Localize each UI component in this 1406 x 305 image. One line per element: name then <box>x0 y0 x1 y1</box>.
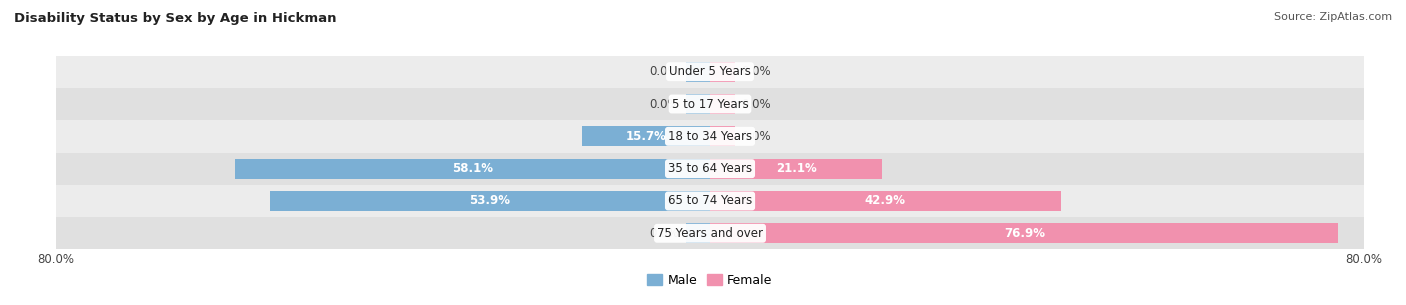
Text: 15.7%: 15.7% <box>626 130 666 143</box>
Text: 0.0%: 0.0% <box>741 130 770 143</box>
Legend: Male, Female: Male, Female <box>648 274 772 287</box>
Text: 53.9%: 53.9% <box>470 195 510 207</box>
Bar <box>710 126 734 146</box>
Bar <box>686 223 710 243</box>
Text: 42.9%: 42.9% <box>865 195 905 207</box>
Bar <box>56 185 1364 217</box>
Text: 0.0%: 0.0% <box>650 98 679 110</box>
Text: 75 Years and over: 75 Years and over <box>657 227 763 240</box>
Text: 21.1%: 21.1% <box>776 162 817 175</box>
Text: 76.9%: 76.9% <box>1004 227 1045 240</box>
Text: 58.1%: 58.1% <box>453 162 494 175</box>
Bar <box>56 152 1364 185</box>
Text: 65 to 74 Years: 65 to 74 Years <box>668 195 752 207</box>
Bar <box>56 120 1364 152</box>
Bar <box>710 191 1060 211</box>
Text: 0.0%: 0.0% <box>650 227 679 240</box>
Text: 35 to 64 Years: 35 to 64 Years <box>668 162 752 175</box>
Bar <box>710 223 1339 243</box>
Bar <box>56 56 1364 88</box>
Bar <box>235 159 710 179</box>
Bar <box>270 191 710 211</box>
Text: 5 to 17 Years: 5 to 17 Years <box>672 98 748 110</box>
Bar <box>686 62 710 82</box>
Text: 18 to 34 Years: 18 to 34 Years <box>668 130 752 143</box>
Bar <box>582 126 710 146</box>
Bar <box>686 94 710 114</box>
Text: 0.0%: 0.0% <box>650 65 679 78</box>
Text: Disability Status by Sex by Age in Hickman: Disability Status by Sex by Age in Hickm… <box>14 12 336 25</box>
Bar <box>56 217 1364 249</box>
Bar <box>710 159 883 179</box>
Text: 0.0%: 0.0% <box>741 65 770 78</box>
Text: Under 5 Years: Under 5 Years <box>669 65 751 78</box>
Text: 0.0%: 0.0% <box>741 98 770 110</box>
Bar <box>56 88 1364 120</box>
Bar <box>710 94 734 114</box>
Bar <box>710 62 734 82</box>
Text: Source: ZipAtlas.com: Source: ZipAtlas.com <box>1274 12 1392 22</box>
